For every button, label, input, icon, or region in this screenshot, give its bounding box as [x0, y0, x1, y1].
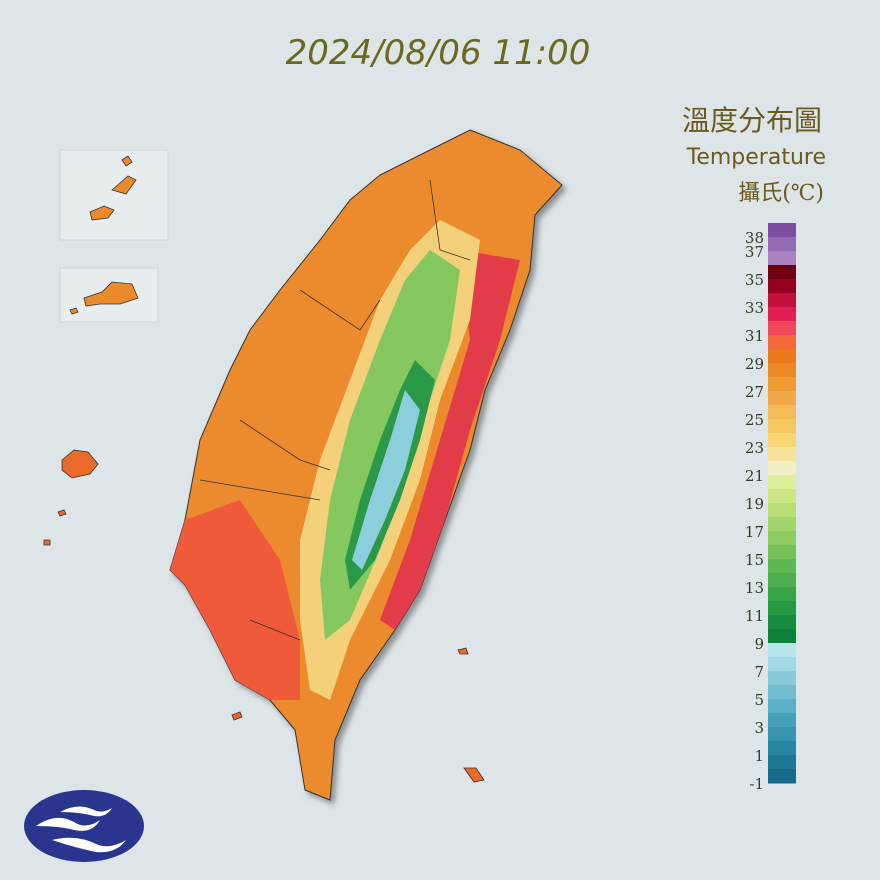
legend-unit: 攝氏(℃)	[738, 181, 824, 206]
colorbar-label: 23	[745, 439, 764, 457]
colorbar-swatch	[768, 475, 796, 490]
colorbar-swatch	[768, 531, 796, 546]
colorbar-swatch	[768, 517, 796, 532]
legend-subtitle: Temperature	[686, 145, 826, 170]
colorbar-label: 31	[745, 327, 764, 345]
colorbar-swatch	[768, 615, 796, 630]
colorbar-swatch	[768, 741, 796, 756]
colorbar-label: 5	[754, 691, 764, 709]
colorbar-label: 17	[745, 523, 764, 541]
colorbar-swatch	[768, 545, 796, 560]
colorbar-swatch	[768, 671, 796, 686]
colorbar-label: -1	[749, 775, 764, 793]
colorbar-label: 7	[754, 663, 764, 681]
colorbar-label: 19	[745, 495, 764, 513]
colorbar-swatch	[768, 643, 796, 658]
colorbar-swatch	[768, 279, 796, 294]
colorbar-swatch	[768, 377, 796, 392]
island	[89, 155, 137, 221]
logo-mark	[36, 806, 126, 853]
inset-box	[59, 149, 169, 241]
colorbar-swatch	[768, 629, 796, 644]
colorbar-swatch	[768, 657, 796, 672]
colorbar-label: 3	[754, 719, 764, 737]
colorbar-swatch	[768, 573, 796, 588]
colorbar-label: 37	[745, 243, 764, 261]
hot-zone	[380, 250, 520, 630]
colorbar-swatch	[768, 685, 796, 700]
peak-zone	[352, 390, 420, 570]
colorbar-label: 1	[754, 747, 764, 765]
colorbar-swatch	[768, 335, 796, 350]
colorbar-swatch	[768, 363, 796, 378]
colorbar-label: 13	[745, 579, 764, 597]
legend-title: 溫度分布圖	[682, 104, 822, 137]
logo	[24, 790, 144, 862]
colorbar-swatch	[768, 489, 796, 504]
colorbar-swatch	[768, 559, 796, 574]
island	[43, 449, 485, 783]
colorbar-swatch	[768, 755, 796, 770]
colorbar-label: 35	[745, 271, 764, 289]
colorbar-swatch	[768, 223, 796, 238]
colorbar-swatch	[768, 461, 796, 476]
colorbar-swatch	[768, 391, 796, 406]
colorbar-swatch	[768, 587, 796, 602]
colorbar-swatch	[768, 447, 796, 462]
colorbar-swatch	[768, 503, 796, 518]
island	[69, 281, 139, 315]
colorbar-label: 25	[745, 411, 764, 429]
colorbar-swatch	[768, 433, 796, 448]
colorbar-label: 21	[745, 467, 764, 485]
colorbar-swatch	[768, 601, 796, 616]
colorbar-swatch	[768, 349, 796, 364]
colorbar-swatch	[768, 769, 796, 784]
colorbar-label: 29	[745, 355, 764, 373]
colorbar-label: 11	[745, 607, 764, 625]
colorbar-label: 27	[745, 383, 764, 401]
hot-zone	[170, 500, 300, 700]
colorbar-swatch	[768, 307, 796, 322]
colorbar-label: 9	[754, 635, 764, 653]
taiwan	[169, 129, 563, 801]
colorbar-swatch	[768, 321, 796, 336]
colorbar-swatch	[768, 713, 796, 728]
county-border	[199, 179, 471, 641]
colorbar-swatch	[768, 405, 796, 420]
colorbar-swatch	[768, 727, 796, 742]
colorbar-swatch	[768, 251, 796, 266]
colorbar-swatch	[768, 699, 796, 714]
colorbar-label: 33	[745, 299, 764, 317]
colorbar-swatch	[768, 419, 796, 434]
colorbar-label: 38	[745, 229, 764, 247]
colorbar-label: 15	[745, 551, 764, 569]
colorbar-swatch	[768, 237, 796, 252]
colorbar-swatch	[768, 293, 796, 308]
colorbar-swatch	[768, 265, 796, 280]
timestamp: 2024/08/06 11:00	[286, 33, 591, 73]
